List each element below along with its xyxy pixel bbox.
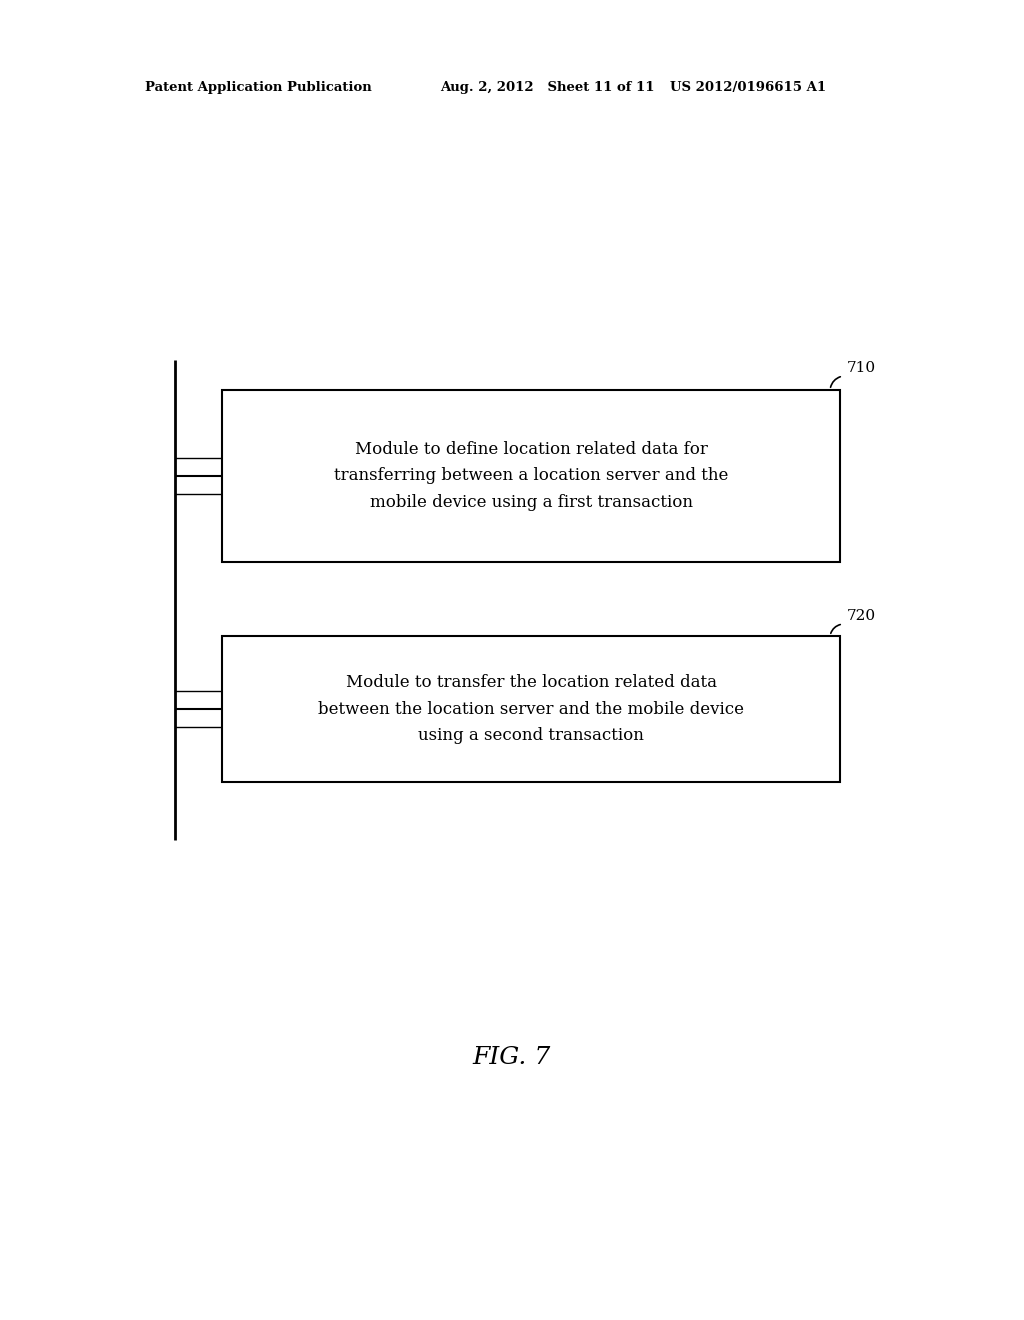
Text: Module to transfer the location related data
between the location server and the: Module to transfer the location related …: [318, 675, 744, 743]
Text: Patent Application Publication: Patent Application Publication: [145, 82, 372, 95]
Bar: [222, 636, 840, 781]
Text: 710: 710: [847, 360, 877, 375]
Bar: [222, 389, 840, 562]
Text: US 2012/0196615 A1: US 2012/0196615 A1: [670, 82, 826, 95]
Text: Aug. 2, 2012   Sheet 11 of 11: Aug. 2, 2012 Sheet 11 of 11: [440, 82, 654, 95]
Text: Module to define location related data for
transferring between a location serve: Module to define location related data f…: [334, 441, 728, 511]
Text: FIG. 7: FIG. 7: [473, 1047, 551, 1069]
Text: 720: 720: [847, 609, 877, 623]
